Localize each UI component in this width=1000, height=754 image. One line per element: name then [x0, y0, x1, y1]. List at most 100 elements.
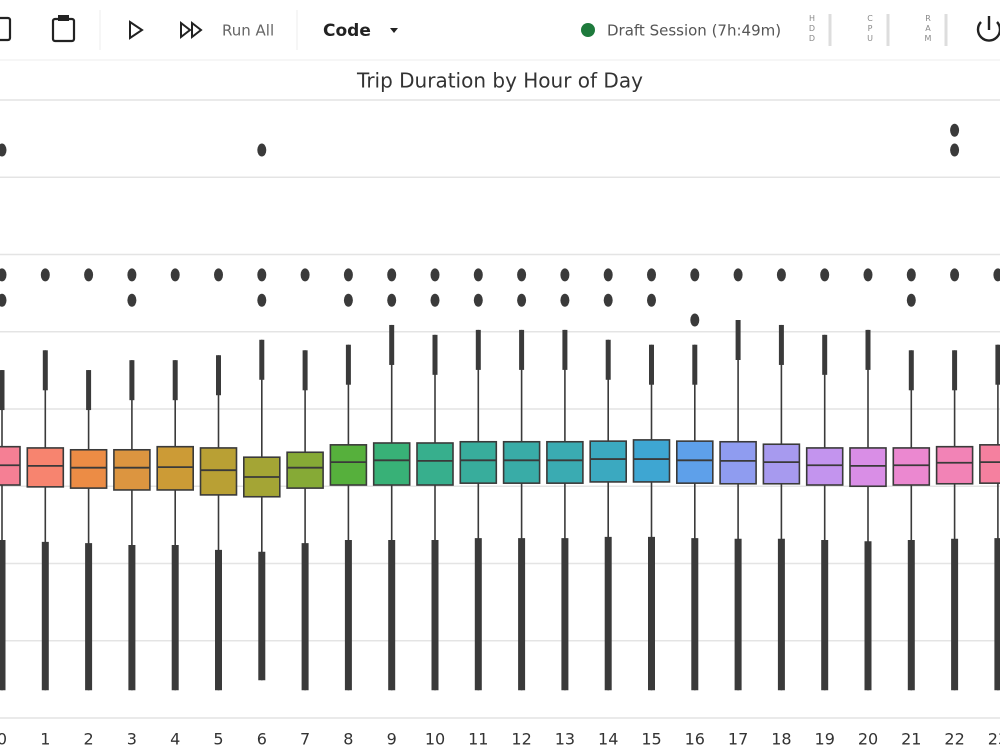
run-all-label[interactable]: Run All: [222, 22, 274, 40]
box: [113, 448, 151, 491]
x-tick-label: 2: [84, 730, 94, 749]
outlier: [430, 293, 440, 307]
outlier: [387, 293, 397, 307]
x-tick-label: 11: [468, 730, 488, 749]
box: [849, 447, 887, 488]
x-tick-label: 10: [425, 730, 445, 749]
box: [26, 447, 65, 488]
outlier: [343, 268, 353, 282]
outlier: [170, 268, 180, 282]
outlier: [127, 293, 137, 307]
x-tick-label: 14: [598, 730, 618, 749]
outlier: [257, 293, 267, 307]
box: [69, 448, 108, 489]
outlier: [906, 268, 916, 282]
box: [675, 440, 714, 484]
chart-title: Trip Duration by Hour of Day: [356, 69, 643, 93]
x-tick-label: 12: [511, 730, 531, 749]
outlier: [950, 268, 960, 282]
box: [935, 445, 974, 485]
x-tick-label: 22: [944, 730, 964, 749]
x-tick-label: 13: [555, 730, 575, 749]
session-label[interactable]: Draft Session (7h:49m): [607, 22, 781, 40]
outlier: [84, 268, 94, 282]
x-tick-label: 9: [387, 730, 397, 749]
box: [979, 444, 1000, 484]
outlier: [906, 293, 916, 307]
box: [632, 439, 671, 483]
box: [199, 447, 238, 496]
box: [805, 447, 844, 486]
outlier: [40, 268, 50, 282]
box: [156, 445, 194, 491]
outlier: [863, 268, 873, 282]
outlier: [603, 293, 613, 307]
x-tick-label: 7: [300, 730, 310, 749]
x-tick-label: 17: [728, 730, 748, 749]
outlier: [473, 268, 483, 282]
outlier: [0, 143, 7, 157]
outlier: [343, 293, 353, 307]
outlier: [257, 268, 267, 282]
x-tick-label: 19: [815, 730, 835, 749]
outlier: [473, 293, 483, 307]
outlier: [690, 313, 700, 327]
x-tick-label: 5: [213, 730, 223, 749]
outlier: [0, 293, 7, 307]
toolbar: [0, 0, 1000, 60]
outlier: [257, 143, 267, 157]
outlier: [560, 268, 570, 282]
x-tick-label: 15: [641, 730, 661, 749]
session-status: [581, 23, 595, 37]
x-tick-label: 6: [257, 730, 267, 749]
x-tick-label: 1: [40, 730, 50, 749]
outlier: [950, 143, 960, 157]
outlier: [560, 293, 570, 307]
outlier: [733, 268, 743, 282]
outlier: [127, 268, 137, 282]
box: [459, 440, 498, 484]
box: [762, 443, 801, 485]
box: [546, 440, 584, 484]
outlier: [214, 268, 223, 282]
outlier: [950, 123, 960, 137]
outlier: [430, 268, 440, 282]
box: [286, 451, 324, 489]
box: [589, 440, 628, 483]
x-tick-label: 4: [170, 730, 180, 749]
outlier: [993, 268, 1000, 282]
box: [372, 442, 411, 486]
box: [502, 440, 541, 484]
x-tick-label: 21: [901, 730, 921, 749]
x-tick-label: 18: [771, 730, 791, 749]
dropdown-arrow[interactable]: [390, 28, 398, 33]
icon-run-all[interactable]: [180, 20, 203, 40]
outlier: [517, 293, 527, 307]
icon-run[interactable]: [129, 20, 144, 40]
x-tick-label: 8: [343, 730, 353, 749]
outlier: [300, 268, 310, 282]
box: [416, 442, 454, 486]
box: [329, 444, 368, 486]
outlier: [603, 268, 613, 282]
x-tick-label: 16: [685, 730, 705, 749]
x-tick-label: 20: [858, 730, 878, 749]
x-tick-label: 23: [988, 730, 1000, 749]
cell-type[interactable]: Code: [323, 21, 371, 41]
outlier: [647, 268, 656, 282]
outlier: [387, 268, 397, 282]
outlier: [776, 268, 786, 282]
outlier: [0, 268, 7, 282]
outlier: [517, 268, 527, 282]
box: [892, 447, 931, 486]
icon-paste[interactable]: [51, 15, 76, 43]
icon-copy[interactable]: [0, 16, 12, 42]
outlier: [690, 268, 700, 282]
outlier: [820, 268, 830, 282]
box: [719, 440, 757, 485]
